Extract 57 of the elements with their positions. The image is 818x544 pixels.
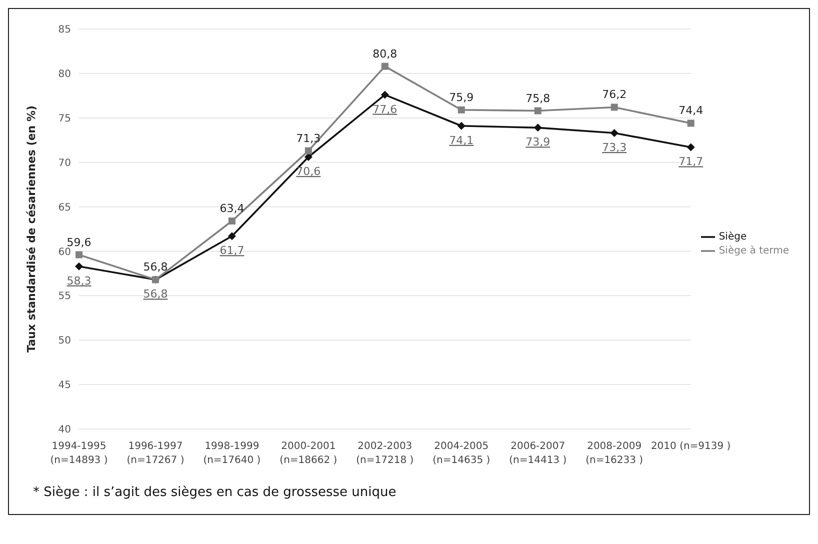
point xyxy=(304,153,312,161)
data-label: 61,7 xyxy=(220,244,244,258)
data-label: 76,2 xyxy=(602,88,627,102)
point xyxy=(610,129,618,137)
point xyxy=(304,147,312,154)
data-label: 75,9 xyxy=(449,90,474,104)
data-label: 80,8 xyxy=(372,47,398,60)
data-label: 70,6 xyxy=(296,165,321,178)
data-label: 56,8 xyxy=(143,288,168,301)
x-tick-label: 2006-2007 (n=14413 ) xyxy=(509,441,567,466)
x-tick-label: 2000-2001 (n=18662 ) xyxy=(280,441,338,466)
point xyxy=(381,62,388,70)
data-label: 75,8 xyxy=(526,92,550,105)
data-label: 71,3 xyxy=(296,132,321,145)
point xyxy=(228,218,236,224)
point xyxy=(534,107,542,114)
data-label: 77,6 xyxy=(372,102,398,116)
data-label: 73,3 xyxy=(602,141,627,154)
point xyxy=(380,90,389,99)
y-tick-label: 80 xyxy=(58,68,71,80)
x-tick-label: 1994-1995 (n=14893 ) xyxy=(50,441,108,466)
point xyxy=(534,124,542,132)
data-label: 74,4 xyxy=(678,104,704,118)
y-tick-label: 85 xyxy=(58,24,71,36)
data-label: 58,3 xyxy=(66,274,92,288)
y-tick-label: 50 xyxy=(58,336,71,347)
data-label: 63,4 xyxy=(220,202,244,215)
x-tick-label: 1998-1999 (n=17640 ) xyxy=(203,441,261,466)
y-axis-title: Taux standardisé de césariennes (en %) xyxy=(24,106,38,352)
data-label: 56,8 xyxy=(143,260,168,274)
y-tick-label: 70 xyxy=(58,158,71,169)
point xyxy=(76,251,82,258)
point xyxy=(228,232,236,240)
x-tick-label: 2002-2003 (n=17218 ) xyxy=(356,441,414,466)
x-tick-label: 2010 (n=9139 ) xyxy=(650,441,731,452)
text: * Siège : il s’agit des sièges en cas de grossesse unique xyxy=(32,484,398,502)
point xyxy=(75,262,83,270)
data-label: 73,9 xyxy=(526,136,550,149)
point xyxy=(458,106,465,114)
y-tick-label: 40 xyxy=(58,424,71,436)
data-label: 71,7 xyxy=(678,155,704,168)
legend-label: Siège xyxy=(718,232,747,243)
point xyxy=(687,120,694,127)
y-tick-label: 75 xyxy=(58,113,71,124)
x-tick-label: 2008-2009 (n=16233 ) xyxy=(586,441,644,466)
x-tick-label: 2004-2005 (n=14635 ) xyxy=(432,441,490,466)
x-tick-label: 1996-1997 (n=17267 ) xyxy=(126,441,184,466)
y-tick-label: 55 xyxy=(58,291,71,302)
data-label: 59,6 xyxy=(66,236,92,249)
y-tick-label: 60 xyxy=(58,246,71,258)
y-tick-label: 65 xyxy=(58,202,71,214)
data-label: 74,1 xyxy=(449,134,474,147)
point xyxy=(686,143,695,152)
y-tick-label: 45 xyxy=(58,380,71,392)
legend-label: Siège à terme xyxy=(718,246,789,257)
point xyxy=(457,122,466,130)
point xyxy=(610,104,618,111)
